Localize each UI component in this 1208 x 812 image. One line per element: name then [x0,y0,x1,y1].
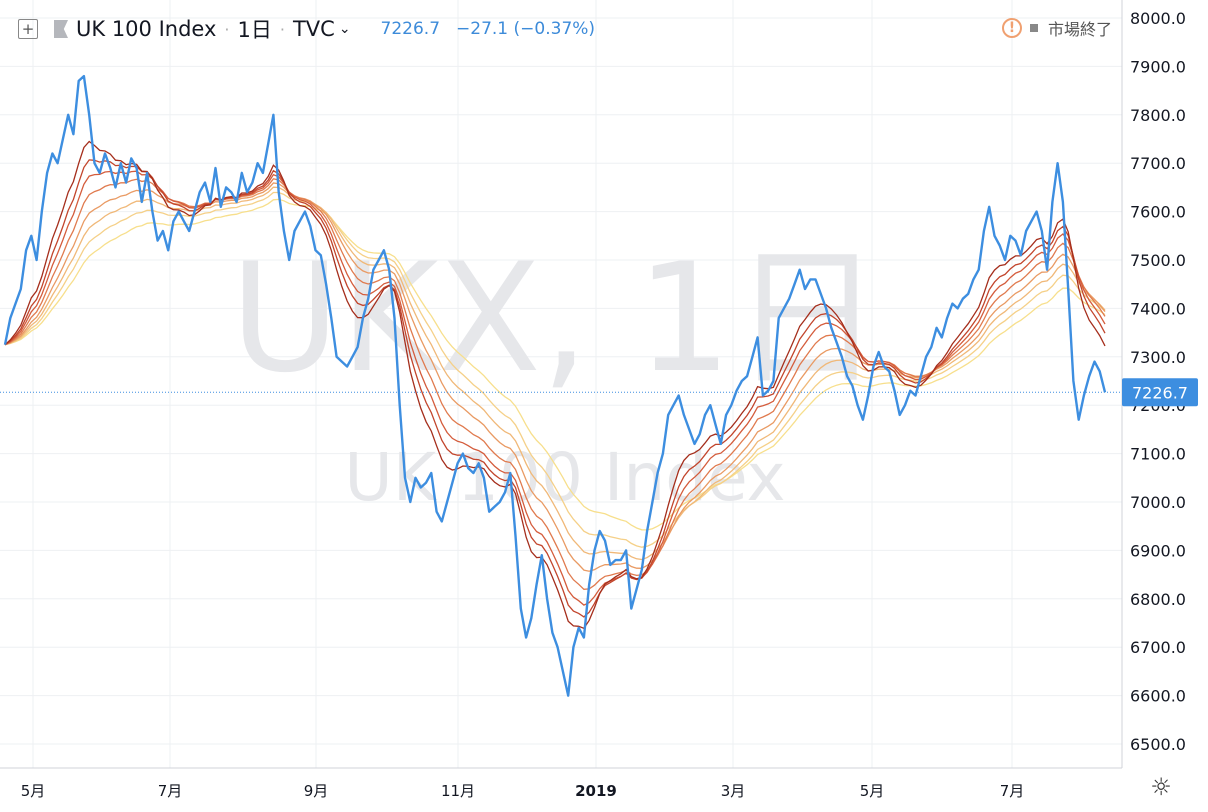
y-tick-label: 7100.0 [1130,445,1186,464]
y-tick-label: 6700.0 [1130,638,1186,657]
ema-ribbon-line [4,140,1106,630]
interval-label[interactable]: 1日 [237,18,272,42]
chevron-down-icon[interactable]: ⌄ [338,21,351,37]
flag-icon [54,20,68,38]
y-tick-label: 6900.0 [1130,541,1186,560]
x-tick-label: 7月 [158,782,183,800]
y-tick-label: 6800.0 [1130,590,1186,609]
x-tick-label: 5月 [21,782,46,800]
ema-ribbon-line [4,159,1106,618]
y-tick-label: 7000.0 [1130,493,1186,512]
status-square-icon [1029,24,1038,32]
ema-ribbon-line [4,198,1106,531]
ema-ribbon-line [4,170,1106,606]
price-line [3,74,1107,697]
symbol-name[interactable]: UK 100 Index [76,17,217,41]
last-price-label-bg [1122,378,1198,407]
x-tick-label: 11月 [441,782,475,800]
separator-dot: · [224,19,230,39]
symbol-header: + UK 100 Index · 1日 · TVC ⌄ 7226.7 −27.1… [18,14,595,44]
x-tick-label: 9月 [304,782,329,800]
y-tick-label: 7700.0 [1130,154,1186,173]
exchange-label[interactable]: TVC [292,17,335,41]
y-tick-label: 7900.0 [1130,57,1186,76]
watermark-name: UK 100 Index [344,439,785,516]
gear-icon[interactable]: ☼ [1150,773,1172,801]
y-tick-label: 7300.0 [1130,348,1186,367]
y-tick-label: 6600.0 [1130,687,1186,706]
y-tick-label: 7800.0 [1130,106,1186,125]
x-tick-label: 7月 [1000,782,1025,800]
last-price-label: 7226.7 [1132,383,1188,402]
last-price: 7226.7 [380,19,441,39]
status-label: 市場終了 [1047,20,1112,39]
separator-dot: · [279,19,285,39]
price-change: −27.1 (−0.37%) [456,19,596,39]
y-tick-label: 7600.0 [1130,203,1186,222]
x-tick-label: 3月 [721,782,746,800]
y-tick-label: 8000.0 [1130,9,1186,28]
market-status: ! 市場終了 [1001,16,1112,40]
y-tick-label: 7400.0 [1130,299,1186,318]
y-tick-label: 7500.0 [1130,251,1186,270]
plus-square-icon[interactable]: + [18,19,38,39]
warning-circle-icon[interactable]: ! [1001,18,1022,38]
ema-ribbon-line [4,191,1106,548]
x-tick-label: 2019 [575,782,617,800]
watermark-symbol: UKX, 1日 [230,232,882,406]
y-tick-label: 6500.0 [1130,735,1186,754]
x-tick-label: 5月 [860,782,885,800]
